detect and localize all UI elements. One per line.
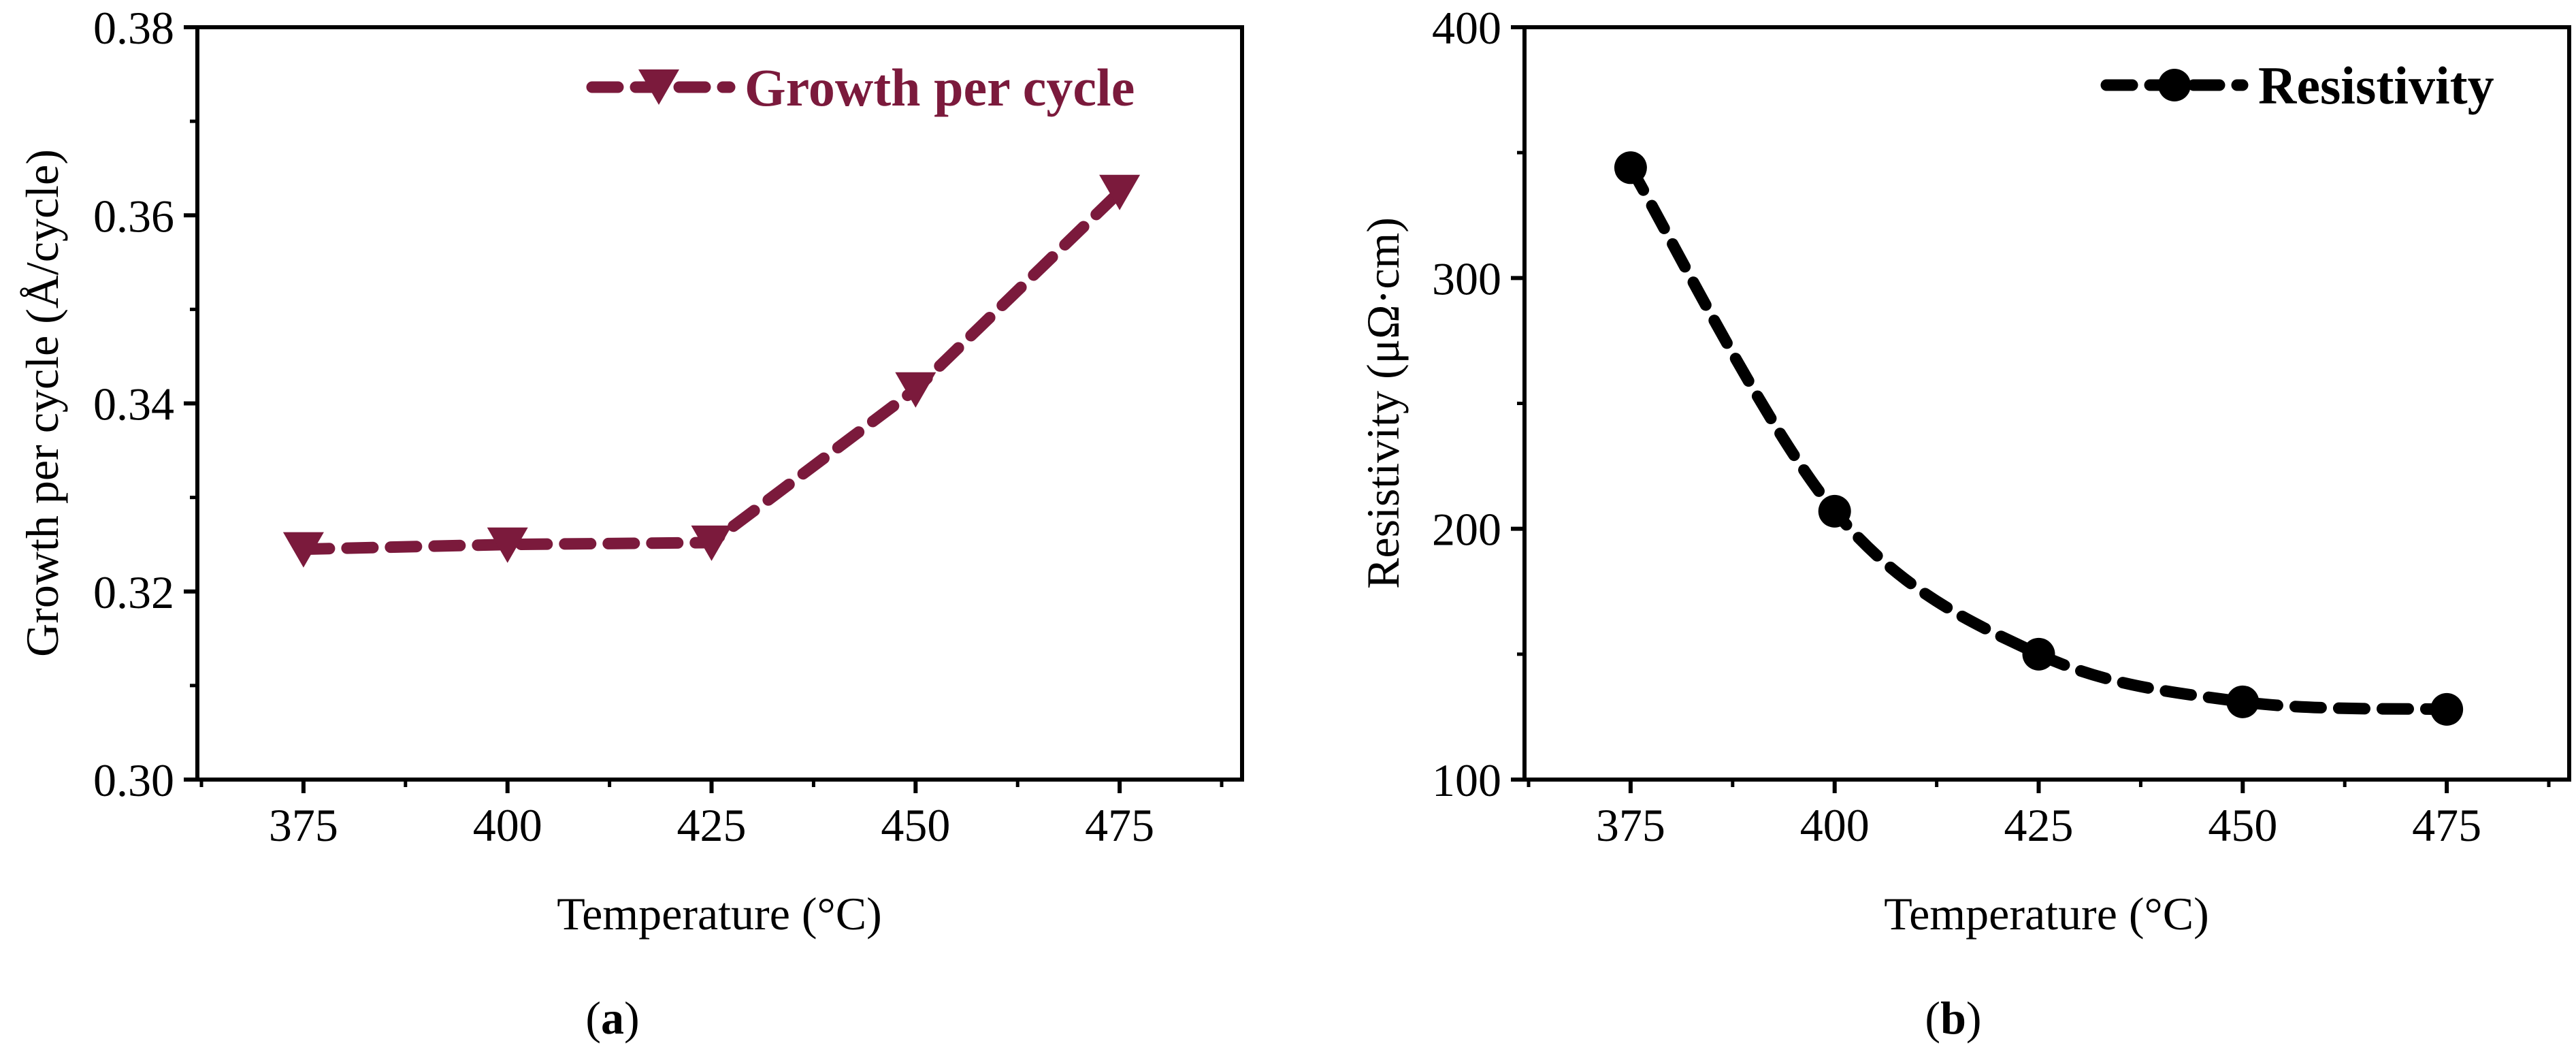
y-tick-label: 0.38 <box>93 2 174 54</box>
data-point <box>487 527 528 563</box>
caption-b: (b) <box>1925 992 1981 1044</box>
y-tick-label: 100 <box>1432 754 1501 806</box>
data-point <box>2022 637 2055 671</box>
y-tick-label: 400 <box>1432 2 1501 54</box>
data-point <box>2226 685 2260 718</box>
data-point <box>282 532 324 568</box>
y-tick-label: 0.36 <box>93 190 174 242</box>
x-axis-title-b: Temperature (°C) <box>1884 888 2208 940</box>
x-tick-label: 400 <box>473 799 542 851</box>
y-ticks-a: 0.30 0.32 0.34 0.36 0.38 <box>93 2 197 806</box>
x-tick-label: 400 <box>1800 799 1870 851</box>
data-point <box>895 372 936 408</box>
x-tick-label: 450 <box>2208 799 2277 851</box>
x-tick-label: 475 <box>1085 799 1154 851</box>
y-tick-label: 300 <box>1432 253 1501 304</box>
y-tick-label: 0.32 <box>93 566 174 618</box>
x-tick-label: 475 <box>2412 799 2481 851</box>
series-line-resistivity <box>1625 161 2453 716</box>
caption-a: (a) <box>585 992 639 1044</box>
series-markers-resistivity <box>1614 151 2464 726</box>
plot-frame-a <box>195 25 1244 782</box>
x-ticks-a: 375 400 425 450 475 <box>199 780 1224 851</box>
y-tick-label: 0.34 <box>93 379 174 430</box>
panel-b: 100 200 300 400 375 400 425 450 475 Resistivity… <box>1357 2 2571 1044</box>
legend-marker-b <box>2158 69 2191 101</box>
data-point <box>1818 494 1851 528</box>
data-point <box>1614 151 1647 185</box>
x-axis-title-a: Temperature (°C) <box>557 888 881 940</box>
data-point <box>691 525 732 561</box>
data-point <box>1099 174 1141 210</box>
y-tick-label: 0.30 <box>93 754 174 806</box>
legend-a: Growth per cycle <box>586 58 1135 117</box>
y-axis-title-a: Growth per cycle (Å/cycle) <box>16 149 68 657</box>
x-ticks-b: 375 400 425 450 475 <box>1527 780 2551 851</box>
y-tick-label: 200 <box>1432 504 1501 556</box>
series-line-growth-per-cycle <box>297 186 1126 556</box>
x-tick-label: 425 <box>2004 799 2074 851</box>
y-ticks-b: 100 200 300 400 <box>1432 2 1525 806</box>
y-axis-title-b: Resistivity (μΩ·cm) <box>1357 217 1409 589</box>
legend-label-a: Growth per cycle <box>745 58 1135 117</box>
x-tick-label: 450 <box>881 799 950 851</box>
data-point <box>2430 692 2464 726</box>
legend-b: Resistivity <box>2100 56 2494 115</box>
legend-marker-a <box>638 69 679 105</box>
legend-label-b: Resistivity <box>2258 56 2494 115</box>
panel-a: 0.30 0.32 0.34 0.36 0.38 375 400 425 450 475 Gro… <box>16 2 1244 1044</box>
series-markers-growth-per-cycle <box>282 174 1141 568</box>
x-tick-label: 375 <box>269 799 338 851</box>
x-tick-label: 375 <box>1596 799 1665 851</box>
x-tick-label: 425 <box>677 799 747 851</box>
